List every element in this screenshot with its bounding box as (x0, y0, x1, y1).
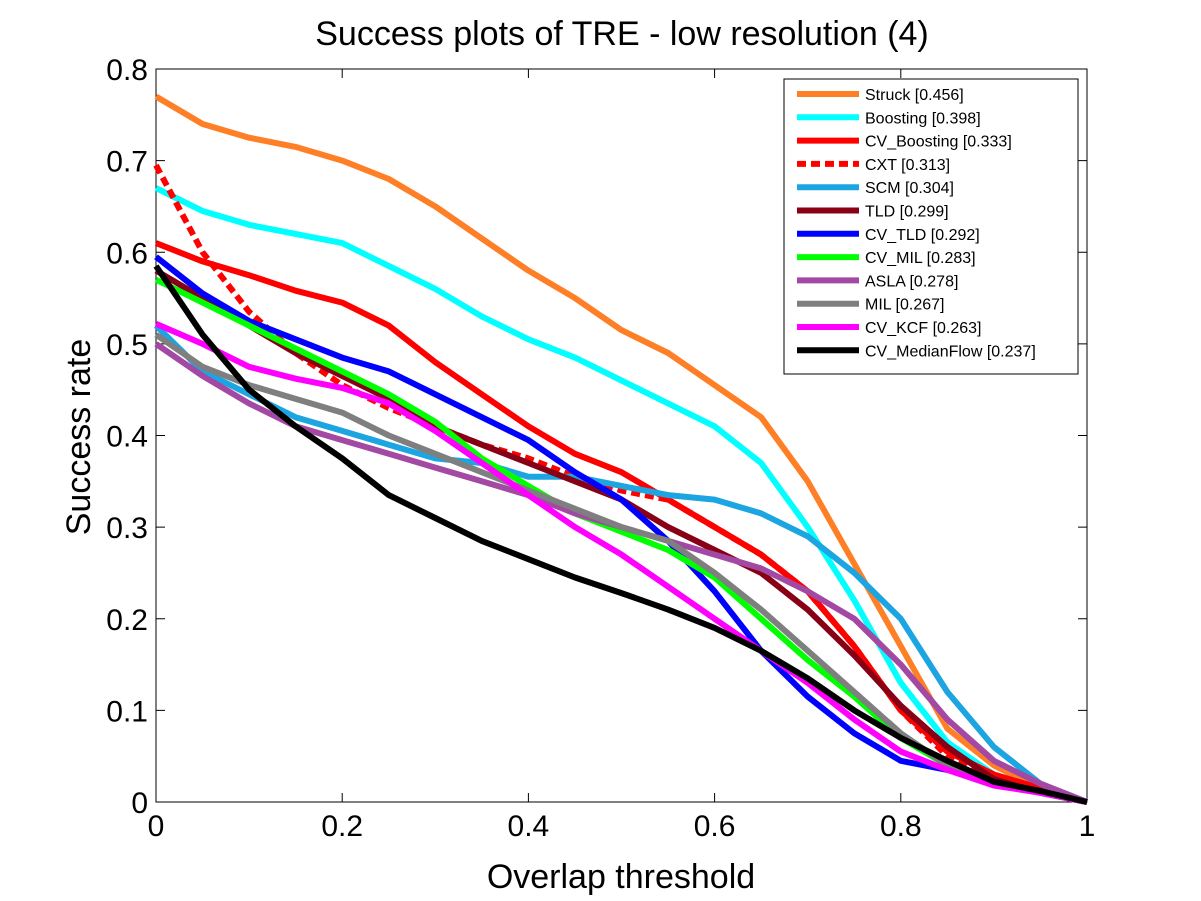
y-tick-label: 0.2 (106, 604, 148, 637)
legend-entry-8: ASLA [0.278] (865, 273, 958, 290)
legend: Struck [0.456] Boosting [0.398] CV_Boostin… (783, 78, 1079, 375)
series-line-10 (154, 320, 1088, 805)
x-tick-label: 0.6 (694, 810, 736, 843)
series-line-11 (153, 264, 1088, 805)
legend-entry-9: MIL [0.267] (865, 297, 944, 314)
x-tick-label: 0 (148, 810, 165, 843)
x-axis-label: Overlap threshold (487, 858, 755, 896)
legend-entry-11: CV_MedianFlow [0.237] (865, 343, 1036, 360)
y-tick-label: 0.1 (106, 695, 148, 728)
chart-title: Success plots of TRE - low resolution (4… (315, 15, 929, 53)
y-tick-label: 0.3 (106, 512, 148, 545)
y-tick-label: 0.8 (106, 54, 148, 87)
legend-entry-7: CV_MIL [0.283] (865, 250, 976, 267)
legend-entry-1: Boosting [0.398] (865, 110, 981, 127)
legend-entry-2: CV_Boosting [0.333] (865, 134, 1012, 151)
legend-entry-6: CV_TLD [0.292] (865, 227, 980, 244)
legend-entry-5: TLD [0.299] (865, 204, 949, 221)
legend-entry-3: CXT [0.313] (865, 157, 950, 174)
legend-entry-4: SCM [0.304] (865, 180, 954, 197)
series-line-1 (154, 185, 1088, 805)
x-tick-label: 0.4 (508, 810, 550, 843)
y-tick-label: 0 (131, 787, 148, 820)
x-tick-label: 0.8 (880, 810, 922, 843)
x-tick-label: 0.2 (321, 810, 363, 843)
x-tick-label: 1 (1079, 810, 1096, 843)
y-tick-label: 0.5 (106, 329, 148, 362)
y-tick-label: 0.7 (106, 146, 148, 179)
y-tick-label: 0.6 (106, 237, 148, 270)
series-line-4 (153, 323, 1089, 805)
series-lines (153, 93, 1089, 805)
y-tick-label: 0.4 (106, 421, 148, 454)
y-axis-label: Success rate (60, 339, 98, 536)
legend-entry-10: CV_KCF [0.263] (865, 320, 982, 337)
legend-entry-0: Struck [0.456] (865, 87, 964, 104)
axis-tick-labels: 0 0.2 0.4 0.6 0.8 1 0 0.1 0.2 0.3 0.4 0.5 0.6 0.7 0.8 (106, 54, 1095, 843)
